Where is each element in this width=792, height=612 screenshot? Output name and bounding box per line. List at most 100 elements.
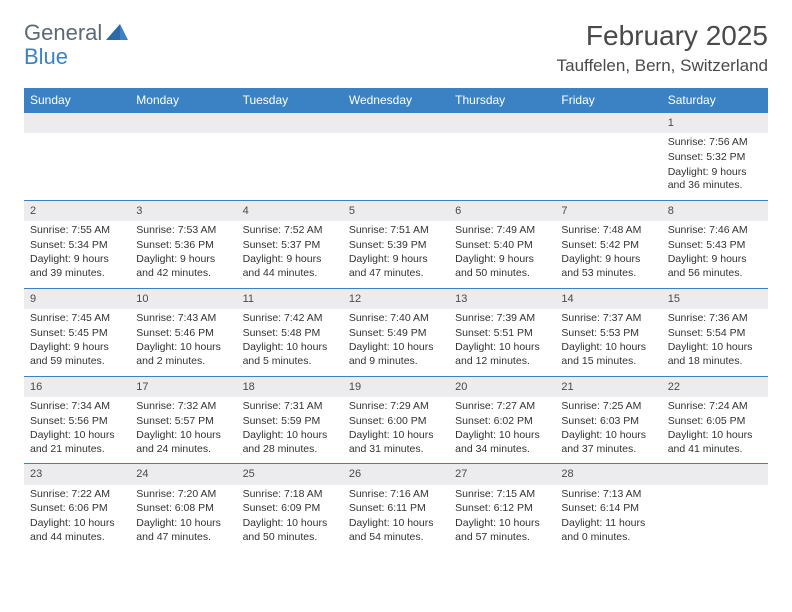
day-number: 22 — [662, 377, 768, 397]
day-cell: 23Sunrise: 7:22 AMSunset: 6:06 PMDayligh… — [24, 464, 130, 551]
sunrise-text: Sunrise: 7:18 AM — [243, 488, 337, 502]
daylight-text: Daylight: 9 hours and 47 minutes. — [349, 253, 443, 280]
sunrise-text: Sunrise: 7:56 AM — [668, 136, 762, 150]
empty-cell — [662, 464, 768, 551]
day-number: 21 — [555, 377, 661, 397]
day-number: 15 — [662, 289, 768, 309]
day-cell: 4Sunrise: 7:52 AMSunset: 5:37 PMDaylight… — [237, 201, 343, 288]
sunrise-text: Sunrise: 7:53 AM — [136, 224, 230, 238]
daylight-text: Daylight: 10 hours and 12 minutes. — [455, 341, 549, 368]
day-number: 28 — [555, 464, 661, 484]
weekday-tuesday: Tuesday — [237, 88, 343, 112]
day-body: Sunrise: 7:53 AMSunset: 5:36 PMDaylight:… — [130, 221, 236, 288]
weekday-wednesday: Wednesday — [343, 88, 449, 112]
day-body: Sunrise: 7:40 AMSunset: 5:49 PMDaylight:… — [343, 309, 449, 376]
day-number: 19 — [343, 377, 449, 397]
daylight-text: Daylight: 10 hours and 2 minutes. — [136, 341, 230, 368]
day-body: Sunrise: 7:16 AMSunset: 6:11 PMDaylight:… — [343, 485, 449, 552]
day-number: 7 — [555, 201, 661, 221]
sunrise-text: Sunrise: 7:45 AM — [30, 312, 124, 326]
daylight-text: Daylight: 10 hours and 5 minutes. — [243, 341, 337, 368]
calendar: SundayMondayTuesdayWednesdayThursdayFrid… — [24, 88, 768, 551]
day-cell: 5Sunrise: 7:51 AMSunset: 5:39 PMDaylight… — [343, 201, 449, 288]
day-cell: 28Sunrise: 7:13 AMSunset: 6:14 PMDayligh… — [555, 464, 661, 551]
daylight-text: Daylight: 9 hours and 56 minutes. — [668, 253, 762, 280]
sunset-text: Sunset: 5:59 PM — [243, 415, 337, 429]
sunrise-text: Sunrise: 7:37 AM — [561, 312, 655, 326]
day-cell: 14Sunrise: 7:37 AMSunset: 5:53 PMDayligh… — [555, 289, 661, 376]
sunset-text: Sunset: 5:43 PM — [668, 239, 762, 253]
sunset-text: Sunset: 5:54 PM — [668, 327, 762, 341]
day-number: 1 — [662, 113, 768, 133]
daylight-text: Daylight: 9 hours and 44 minutes. — [243, 253, 337, 280]
daylight-text: Daylight: 11 hours and 0 minutes. — [561, 517, 655, 544]
sunset-text: Sunset: 6:06 PM — [30, 502, 124, 516]
title-block: February 2025 Tauffelen, Bern, Switzerla… — [557, 20, 768, 76]
sunrise-text: Sunrise: 7:42 AM — [243, 312, 337, 326]
day-number: 23 — [24, 464, 130, 484]
day-number: 2 — [24, 201, 130, 221]
day-cell: 13Sunrise: 7:39 AMSunset: 5:51 PMDayligh… — [449, 289, 555, 376]
empty-cell — [555, 113, 661, 200]
sunset-text: Sunset: 5:45 PM — [30, 327, 124, 341]
day-number: 11 — [237, 289, 343, 309]
sunrise-text: Sunrise: 7:29 AM — [349, 400, 443, 414]
sunrise-text: Sunrise: 7:52 AM — [243, 224, 337, 238]
empty-cell — [343, 113, 449, 200]
sunset-text: Sunset: 5:32 PM — [668, 151, 762, 165]
day-number: 3 — [130, 201, 236, 221]
sunset-text: Sunset: 6:09 PM — [243, 502, 337, 516]
sunrise-text: Sunrise: 7:36 AM — [668, 312, 762, 326]
day-cell: 21Sunrise: 7:25 AMSunset: 6:03 PMDayligh… — [555, 377, 661, 464]
day-body: Sunrise: 7:52 AMSunset: 5:37 PMDaylight:… — [237, 221, 343, 288]
day-number — [237, 113, 343, 133]
sunrise-text: Sunrise: 7:40 AM — [349, 312, 443, 326]
week-row: 2Sunrise: 7:55 AMSunset: 5:34 PMDaylight… — [24, 200, 768, 288]
logo-triangle-icon — [106, 20, 128, 46]
day-cell: 22Sunrise: 7:24 AMSunset: 6:05 PMDayligh… — [662, 377, 768, 464]
day-body: Sunrise: 7:56 AMSunset: 5:32 PMDaylight:… — [662, 133, 768, 200]
sunrise-text: Sunrise: 7:16 AM — [349, 488, 443, 502]
day-body: Sunrise: 7:55 AMSunset: 5:34 PMDaylight:… — [24, 221, 130, 288]
day-body: Sunrise: 7:22 AMSunset: 6:06 PMDaylight:… — [24, 485, 130, 552]
day-cell: 20Sunrise: 7:27 AMSunset: 6:02 PMDayligh… — [449, 377, 555, 464]
sunset-text: Sunset: 5:40 PM — [455, 239, 549, 253]
sunrise-text: Sunrise: 7:25 AM — [561, 400, 655, 414]
day-cell: 17Sunrise: 7:32 AMSunset: 5:57 PMDayligh… — [130, 377, 236, 464]
day-cell: 25Sunrise: 7:18 AMSunset: 6:09 PMDayligh… — [237, 464, 343, 551]
day-cell: 2Sunrise: 7:55 AMSunset: 5:34 PMDaylight… — [24, 201, 130, 288]
sunrise-text: Sunrise: 7:46 AM — [668, 224, 762, 238]
day-body: Sunrise: 7:25 AMSunset: 6:03 PMDaylight:… — [555, 397, 661, 464]
week-row: 23Sunrise: 7:22 AMSunset: 6:06 PMDayligh… — [24, 463, 768, 551]
logo-word1: General — [24, 20, 102, 46]
sunrise-text: Sunrise: 7:32 AM — [136, 400, 230, 414]
day-body: Sunrise: 7:37 AMSunset: 5:53 PMDaylight:… — [555, 309, 661, 376]
day-number — [130, 113, 236, 133]
day-cell: 24Sunrise: 7:20 AMSunset: 6:08 PMDayligh… — [130, 464, 236, 551]
sunset-text: Sunset: 6:12 PM — [455, 502, 549, 516]
day-cell: 26Sunrise: 7:16 AMSunset: 6:11 PMDayligh… — [343, 464, 449, 551]
sunset-text: Sunset: 6:00 PM — [349, 415, 443, 429]
sunset-text: Sunset: 6:03 PM — [561, 415, 655, 429]
day-number — [449, 113, 555, 133]
day-number — [343, 113, 449, 133]
daylight-text: Daylight: 10 hours and 47 minutes. — [136, 517, 230, 544]
sunrise-text: Sunrise: 7:51 AM — [349, 224, 443, 238]
daylight-text: Daylight: 9 hours and 50 minutes. — [455, 253, 549, 280]
empty-cell — [237, 113, 343, 200]
day-body: Sunrise: 7:34 AMSunset: 5:56 PMDaylight:… — [24, 397, 130, 464]
day-number: 16 — [24, 377, 130, 397]
week-row: 16Sunrise: 7:34 AMSunset: 5:56 PMDayligh… — [24, 376, 768, 464]
day-number — [555, 113, 661, 133]
day-number: 17 — [130, 377, 236, 397]
logo: General — [24, 20, 130, 46]
sunset-text: Sunset: 5:49 PM — [349, 327, 443, 341]
day-body: Sunrise: 7:45 AMSunset: 5:45 PMDaylight:… — [24, 309, 130, 376]
weekday-friday: Friday — [555, 88, 661, 112]
day-number: 20 — [449, 377, 555, 397]
empty-cell — [24, 113, 130, 200]
day-cell: 18Sunrise: 7:31 AMSunset: 5:59 PMDayligh… — [237, 377, 343, 464]
day-number: 14 — [555, 289, 661, 309]
daylight-text: Daylight: 10 hours and 9 minutes. — [349, 341, 443, 368]
day-cell: 16Sunrise: 7:34 AMSunset: 5:56 PMDayligh… — [24, 377, 130, 464]
